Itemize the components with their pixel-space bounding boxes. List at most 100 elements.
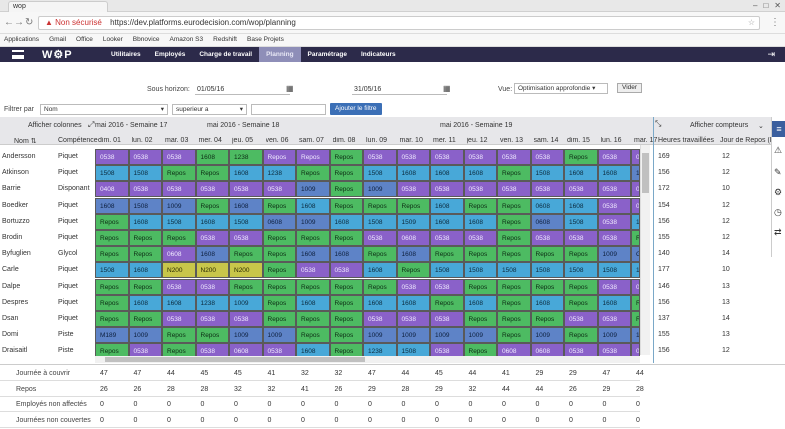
- calendar-icon[interactable]: ▦: [443, 84, 451, 93]
- shift-cell[interactable]: 0538: [597, 278, 631, 295]
- shift-cell[interactable]: 1608: [463, 213, 497, 230]
- shift-cell[interactable]: Repos: [95, 294, 129, 311]
- shift-cell[interactable]: 1508: [128, 165, 162, 182]
- shift-cell[interactable]: 0608: [497, 343, 531, 358]
- shift-cell[interactable]: Repos: [329, 294, 363, 311]
- shift-cell[interactable]: Repos: [631, 230, 640, 246]
- shift-cell[interactable]: 1508: [95, 165, 129, 182]
- shift-cell[interactable]: 0538: [564, 230, 598, 246]
- shift-cell[interactable]: 0538: [430, 181, 464, 198]
- shift-cell[interactable]: M189: [95, 327, 129, 344]
- shift-cell[interactable]: Repos: [128, 246, 162, 263]
- shift-cell[interactable]: 1608: [296, 294, 330, 311]
- col-header-competence[interactable]: Compétence: [58, 137, 98, 144]
- shift-cell[interactable]: Repos: [530, 246, 564, 263]
- star-icon[interactable]: ☆: [747, 18, 755, 27]
- employee-name[interactable]: Dsan: [2, 315, 19, 322]
- shift-cell[interactable]: 0538: [631, 343, 640, 358]
- shift-cell[interactable]: 1238: [229, 149, 263, 165]
- day-header[interactable]: lun. 16: [600, 137, 622, 144]
- shift-cell[interactable]: 0538: [396, 278, 430, 295]
- shift-cell[interactable]: Repos: [262, 149, 296, 165]
- shift-cell[interactable]: 0538: [430, 149, 464, 165]
- shift-cell[interactable]: 1009: [363, 181, 397, 198]
- maximize-icon[interactable]: □: [763, 1, 769, 10]
- shift-cell[interactable]: 0408: [95, 181, 129, 198]
- shift-cell[interactable]: 1608: [597, 294, 631, 311]
- shift-cell[interactable]: 1508: [229, 213, 263, 230]
- shift-cell[interactable]: 0538: [530, 230, 564, 246]
- bookmark-item[interactable]: Base Projets: [247, 36, 284, 43]
- date-start-input[interactable]: [195, 84, 290, 95]
- shift-cell[interactable]: 0538: [162, 181, 196, 198]
- vider-button[interactable]: Vider: [617, 83, 643, 93]
- shift-cell[interactable]: Repos: [262, 278, 296, 295]
- shift-cell[interactable]: 0538: [128, 149, 162, 165]
- bookmark-item[interactable]: Looker: [102, 36, 123, 43]
- shift-cell[interactable]: 0538: [162, 278, 196, 295]
- scroll-thumb[interactable]: [642, 153, 649, 193]
- shift-cell[interactable]: 1509: [396, 213, 430, 230]
- shift-cell[interactable]: Repos: [497, 311, 531, 327]
- day-header[interactable]: mar. 03: [165, 137, 189, 144]
- shift-cell[interactable]: Repos: [229, 246, 263, 263]
- vue-select[interactable]: Optimisation approfondie ▾: [514, 83, 608, 94]
- shift-cell[interactable]: Repos: [329, 311, 363, 327]
- reload-icon[interactable]: ↻: [25, 17, 34, 28]
- shift-cell[interactable]: Repos: [95, 311, 129, 327]
- shift-cell[interactable]: 0608: [262, 213, 296, 230]
- shift-cell[interactable]: Repos: [329, 278, 363, 295]
- day-header[interactable]: mar. 10: [399, 137, 423, 144]
- shift-cell[interactable]: Repos: [162, 230, 196, 246]
- shift-cell[interactable]: Repos: [497, 165, 531, 182]
- employee-name[interactable]: Barrie: [2, 185, 21, 193]
- url-input[interactable]: ▲ Non sécurisé https://dev.platforms.eur…: [38, 16, 760, 30]
- swap-icon[interactable]: ⇄: [774, 227, 782, 237]
- day-header[interactable]: ven. 13: [500, 137, 523, 144]
- shift-cell[interactable]: Repos: [262, 246, 296, 263]
- shift-cell[interactable]: 0538: [363, 311, 397, 327]
- employee-name[interactable]: Atkinson: [2, 169, 29, 177]
- shift-cell[interactable]: 1508: [597, 262, 631, 279]
- day-header[interactable]: jeu. 12: [466, 137, 488, 144]
- shift-cell[interactable]: 1238: [262, 165, 296, 182]
- shift-cell[interactable]: 1508: [463, 262, 497, 279]
- shift-cell[interactable]: 1608: [396, 294, 430, 311]
- shift-cell[interactable]: 0538: [631, 278, 640, 295]
- date-end-input[interactable]: [352, 84, 447, 95]
- shift-cell[interactable]: 0538: [162, 311, 196, 327]
- shift-cell[interactable]: 1608: [597, 165, 631, 182]
- shift-cell[interactable]: 0538: [430, 311, 464, 327]
- employee-name[interactable]: Bortuzzo: [2, 217, 30, 225]
- shift-cell[interactable]: 1608: [430, 213, 464, 230]
- shift-cell[interactable]: 1608: [631, 165, 640, 182]
- shift-cell[interactable]: Repos: [262, 197, 296, 214]
- add-filter-button[interactable]: Ajouter le filtre: [330, 103, 382, 115]
- shift-cell[interactable]: Repos: [497, 230, 531, 246]
- shift-cell[interactable]: N200: [162, 262, 196, 279]
- shift-cell[interactable]: Repos: [128, 278, 162, 295]
- bookmark-item[interactable]: Amazon S3: [169, 36, 204, 43]
- shift-cell[interactable]: 0538: [363, 149, 397, 165]
- shift-cell[interactable]: Repos: [564, 278, 598, 295]
- shift-cell[interactable]: Repos: [162, 165, 196, 182]
- shift-cell[interactable]: 0538: [296, 262, 330, 279]
- shift-cell[interactable]: 1608: [195, 213, 229, 230]
- shift-cell[interactable]: Repos: [128, 311, 162, 327]
- shift-cell[interactable]: Repos: [296, 149, 330, 165]
- shift-cell[interactable]: 0608: [530, 213, 564, 230]
- shift-cell[interactable]: 0538: [564, 181, 598, 198]
- employee-name[interactable]: Brodin: [2, 234, 23, 241]
- menu-item-indicateurs[interactable]: Indicateurs: [360, 51, 396, 58]
- shift-cell[interactable]: 0538: [463, 149, 497, 165]
- show-columns-button[interactable]: Afficher colonnes: [28, 122, 82, 129]
- gear-icon[interactable]: ⚙: [774, 187, 783, 197]
- menu-dots-icon[interactable]: ⋮: [770, 17, 780, 28]
- shift-cell[interactable]: Repos: [497, 327, 531, 344]
- shift-cell[interactable]: 0538: [597, 343, 631, 358]
- shift-cell[interactable]: 1009: [363, 327, 397, 344]
- shift-cell[interactable]: 1508: [396, 343, 430, 358]
- menu-item-employ-s[interactable]: Employés: [154, 51, 186, 58]
- day-header[interactable]: dim. 08: [332, 137, 356, 144]
- shift-cell[interactable]: Repos: [631, 311, 640, 327]
